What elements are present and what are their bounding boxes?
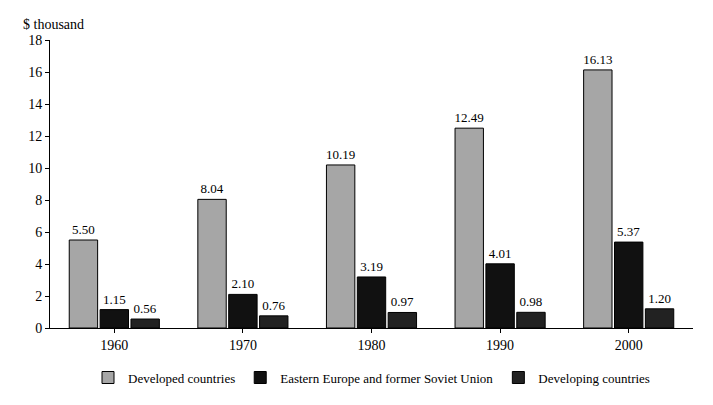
svg-text:8: 8 (35, 193, 42, 208)
svg-text:0.56: 0.56 (134, 301, 157, 316)
svg-text:0: 0 (35, 321, 42, 336)
svg-text:4.01: 4.01 (489, 246, 512, 261)
svg-text:12.49: 12.49 (455, 110, 484, 125)
svg-text:5.37: 5.37 (617, 224, 640, 239)
svg-text:2.10: 2.10 (232, 276, 255, 291)
svg-text:10.19: 10.19 (326, 147, 355, 162)
svg-text:1980: 1980 (358, 338, 386, 353)
svg-text:Developed countries: Developed countries (128, 371, 235, 386)
svg-text:8.04: 8.04 (200, 181, 223, 196)
svg-text:Eastern Europe and former Sovi: Eastern Europe and former Soviet Union (280, 371, 493, 386)
svg-text:6: 6 (35, 225, 42, 240)
svg-text:1970: 1970 (229, 338, 257, 353)
svg-text:16.13: 16.13 (583, 52, 612, 67)
svg-text:1960: 1960 (100, 338, 128, 353)
svg-text:1.15: 1.15 (103, 292, 126, 307)
svg-text:Developing countries: Developing countries (538, 371, 650, 386)
svg-text:5.50: 5.50 (72, 222, 95, 237)
svg-text:1990: 1990 (486, 338, 514, 353)
svg-text:4: 4 (35, 257, 42, 272)
svg-text:1.20: 1.20 (648, 291, 671, 306)
svg-text:14: 14 (28, 97, 42, 112)
svg-text:10: 10 (28, 161, 42, 176)
svg-text:2000: 2000 (615, 338, 643, 353)
svg-text:0.76: 0.76 (262, 298, 285, 313)
svg-text:12: 12 (28, 129, 42, 144)
svg-text:$ thousand: $ thousand (23, 17, 84, 32)
svg-text:0.97: 0.97 (391, 294, 414, 309)
svg-text:16: 16 (28, 65, 42, 80)
svg-text:2: 2 (35, 289, 42, 304)
svg-text:18: 18 (28, 33, 42, 48)
svg-text:0.98: 0.98 (520, 294, 543, 309)
svg-text:3.19: 3.19 (360, 259, 383, 274)
